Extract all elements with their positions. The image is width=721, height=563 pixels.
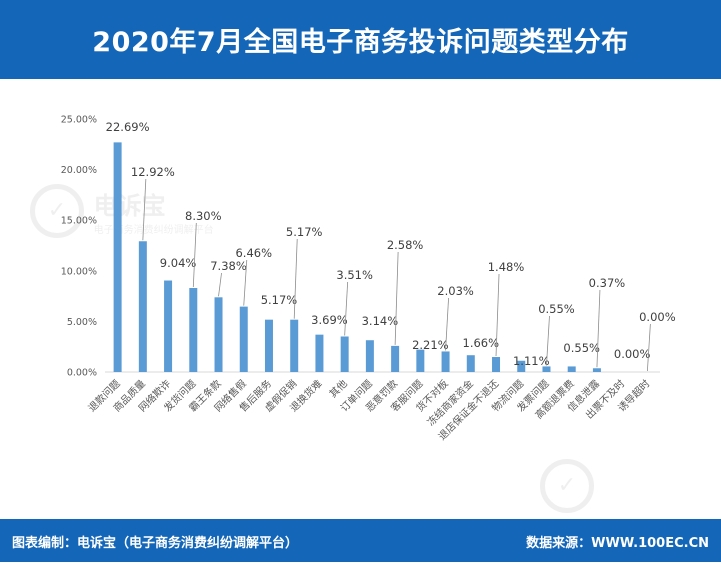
- bar: [239, 306, 248, 372]
- leader-line: [192, 222, 197, 288]
- bar: [365, 340, 374, 372]
- data-label: 2.21%: [412, 338, 449, 352]
- data-label: 3.51%: [336, 268, 373, 282]
- header-banner: 2020年7月全国电子商务投诉问题类型分布: [0, 0, 721, 79]
- data-label: 1.11%: [513, 354, 550, 368]
- data-label: 22.69%: [106, 120, 150, 134]
- bar: [592, 368, 601, 372]
- data-label: 9.04%: [160, 256, 197, 270]
- bar: [113, 142, 122, 372]
- data-label: 6.46%: [235, 246, 272, 260]
- bar: [138, 241, 147, 372]
- y-tick-label: 5.00%: [67, 317, 97, 328]
- data-label: 0.55%: [538, 302, 575, 316]
- leader-line: [344, 281, 349, 336]
- bar: [391, 345, 400, 372]
- data-label: 3.14%: [362, 314, 399, 328]
- data-label: 0.37%: [589, 276, 626, 290]
- x-tick-label: 其他: [326, 377, 349, 400]
- bar: [164, 280, 173, 372]
- y-tick-label: 0.00%: [67, 368, 97, 379]
- bar: [214, 297, 223, 372]
- watermark-badge-icon: ✓: [540, 459, 594, 513]
- data-label: 12.92%: [131, 165, 175, 179]
- bar: [189, 288, 198, 372]
- leader-line: [495, 273, 500, 357]
- bar-chart: 0.00% 5.00% 10.00% 15.00% 20.00% 25.00% 22.69%…: [61, 115, 676, 443]
- data-label: 0.55%: [563, 341, 600, 355]
- bar: [466, 355, 475, 372]
- leader-line: [596, 289, 601, 368]
- bar: [517, 360, 526, 372]
- chart-title: 2020年7月全国电子商务投诉问题类型分布: [92, 27, 629, 58]
- leader-line: [293, 238, 298, 319]
- leader-line: [646, 323, 651, 372]
- data-label: 0.00%: [614, 347, 651, 361]
- leader-line: [546, 315, 550, 366]
- bar: [416, 349, 425, 372]
- y-tick-label: 15.00%: [61, 216, 97, 227]
- bar: [264, 319, 273, 372]
- footer-source: 数据来源：WWW.100EC.CN: [526, 536, 709, 551]
- footer-credit: 图表编制：电诉宝（电子商务消费纠纷调解平台）: [12, 536, 299, 551]
- chart-area: ✓ 电诉宝 电子商务消费纠纷调解平台 ✓ 电诉宝 电子商务消费纠纷调解平台 0.…: [0, 79, 721, 563]
- data-label: 5.17%: [261, 293, 298, 307]
- data-label: 0.00%: [639, 310, 676, 324]
- y-tick-label: 10.00%: [61, 266, 97, 277]
- watermark-subtext: 电子商务消费纠纷调解平台: [93, 225, 214, 236]
- data-label: 7.38%: [210, 259, 247, 273]
- bar: [567, 366, 576, 372]
- data-label: 5.17%: [286, 225, 323, 239]
- data-label: 1.48%: [488, 260, 525, 274]
- leader-line: [142, 178, 147, 241]
- bar: [340, 336, 349, 372]
- leader-line: [445, 297, 449, 351]
- data-label: 8.30%: [185, 209, 222, 223]
- bar: [441, 351, 450, 372]
- data-label: 1.66%: [463, 336, 500, 350]
- leader-line: [218, 272, 222, 297]
- bar: [492, 357, 501, 372]
- bar: [315, 334, 324, 372]
- footer-banner: 图表编制：电诉宝（电子商务消费纠纷调解平台） 数据来源：WWW.100EC.CN: [0, 519, 721, 562]
- y-tick-label: 20.00%: [61, 165, 97, 176]
- y-tick-label: 25.00%: [61, 115, 97, 126]
- leader-line: [243, 259, 248, 306]
- leader-line: [394, 251, 399, 345]
- bar: [290, 319, 299, 372]
- watermark-badge-icon: ✓: [30, 184, 84, 238]
- data-label: 2.58%: [387, 238, 424, 252]
- bar: [542, 366, 551, 372]
- data-label: 3.69%: [311, 313, 348, 327]
- data-label: 2.03%: [437, 284, 474, 298]
- watermark-text: 电诉宝: [93, 192, 166, 220]
- watermark-logo: ✓ 电诉宝 电子商务消费纠纷调解平台: [30, 184, 214, 238]
